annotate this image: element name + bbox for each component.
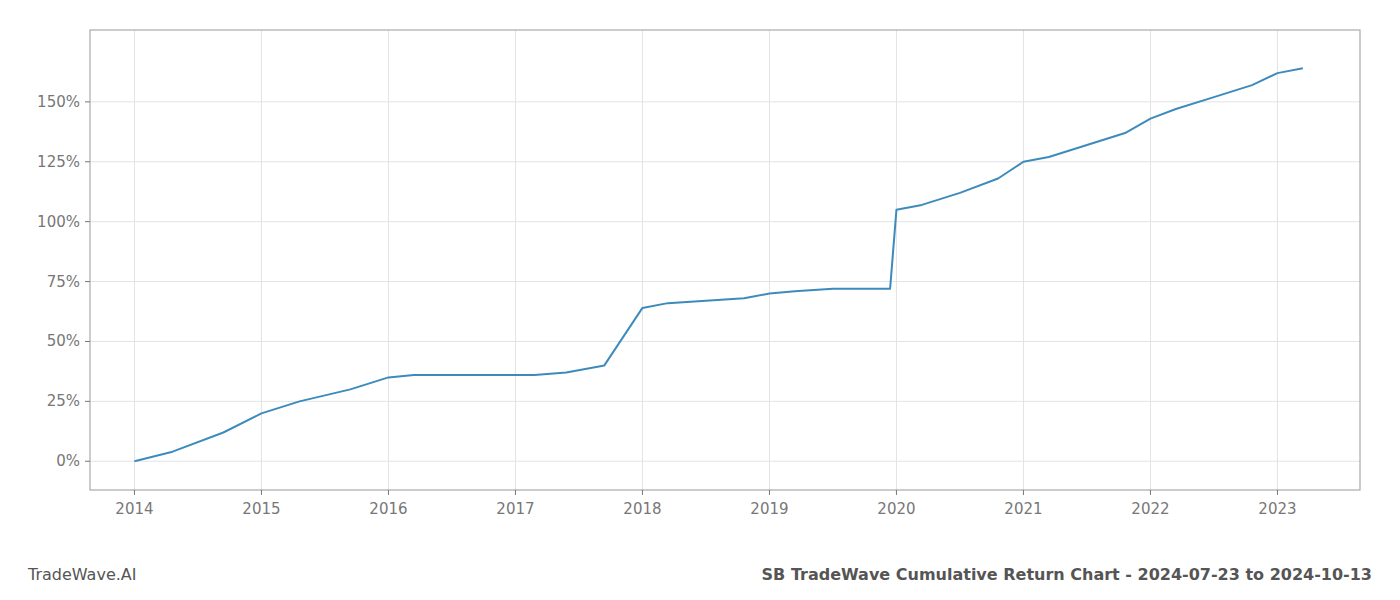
grid-line-x (1277, 30, 1278, 490)
grid-line-x (261, 30, 262, 490)
plot-data (134, 68, 1302, 461)
grid-line-y (90, 281, 1360, 282)
x-tick-label: 2020 (877, 500, 915, 518)
plot-frame (90, 30, 1360, 490)
x-tick-label: 2015 (242, 500, 280, 518)
x-tick (1277, 490, 1278, 495)
y-tick (85, 401, 90, 402)
grid-line-y (90, 341, 1360, 342)
x-tick-label: 2014 (115, 500, 153, 518)
x-tick (896, 490, 897, 495)
grid-line-x (1023, 30, 1024, 490)
x-tick (642, 490, 643, 495)
grid-line-x (1150, 30, 1151, 490)
grid-line-y (90, 161, 1360, 162)
y-tick-label: 75% (47, 273, 80, 291)
y-tick-label: 0% (56, 452, 80, 470)
y-tick-label: 100% (37, 213, 80, 231)
y-tick-label: 50% (47, 332, 80, 350)
x-tick (769, 490, 770, 495)
grid (90, 30, 1360, 490)
y-tick (85, 341, 90, 342)
chart: 2014 2015 2016 2017 2018 2019 2020 2021 2022 2023… (0, 0, 1400, 600)
watermark: TradeWave.AI (27, 565, 136, 584)
x-tick-label: 2023 (1258, 500, 1296, 518)
grid-line-x (388, 30, 389, 490)
x-tick (1023, 490, 1024, 495)
x-tick (1150, 490, 1151, 495)
grid-line-x (134, 30, 135, 490)
grid-line-y (90, 101, 1360, 102)
y-tick (85, 161, 90, 162)
y-tick-label: 125% (37, 153, 80, 171)
y-tick-label: 150% (37, 93, 80, 111)
axes: 2014 2015 2016 2017 2018 2019 2020 2021 2022 2023… (37, 93, 1296, 518)
x-tick-label: 2017 (496, 500, 534, 518)
y-tick (85, 281, 90, 282)
x-tick (515, 490, 516, 495)
x-tick-label: 2016 (369, 500, 407, 518)
title: SB TradeWave Cumulative Return Chart - 2… (762, 565, 1372, 584)
grid-line-y (90, 221, 1360, 222)
x-tick-label: 2021 (1004, 500, 1042, 518)
x-tick-label: 2019 (750, 500, 788, 518)
grid-line-x (642, 30, 643, 490)
x-tick (388, 490, 389, 495)
grid-line-x (769, 30, 770, 490)
x-tick-label: 2022 (1131, 500, 1169, 518)
y-tick (85, 221, 90, 222)
y-tick (85, 461, 90, 462)
y-tick-label: 25% (47, 392, 80, 410)
x-tick-label: 2018 (623, 500, 661, 518)
grid-line-y (90, 401, 1360, 402)
grid-line-x (896, 30, 897, 490)
x-tick (134, 490, 135, 495)
grid-line-y (90, 461, 1360, 462)
grid-line-x (515, 30, 516, 490)
y-tick (85, 101, 90, 102)
line (134, 68, 1302, 461)
x-tick (261, 490, 262, 495)
